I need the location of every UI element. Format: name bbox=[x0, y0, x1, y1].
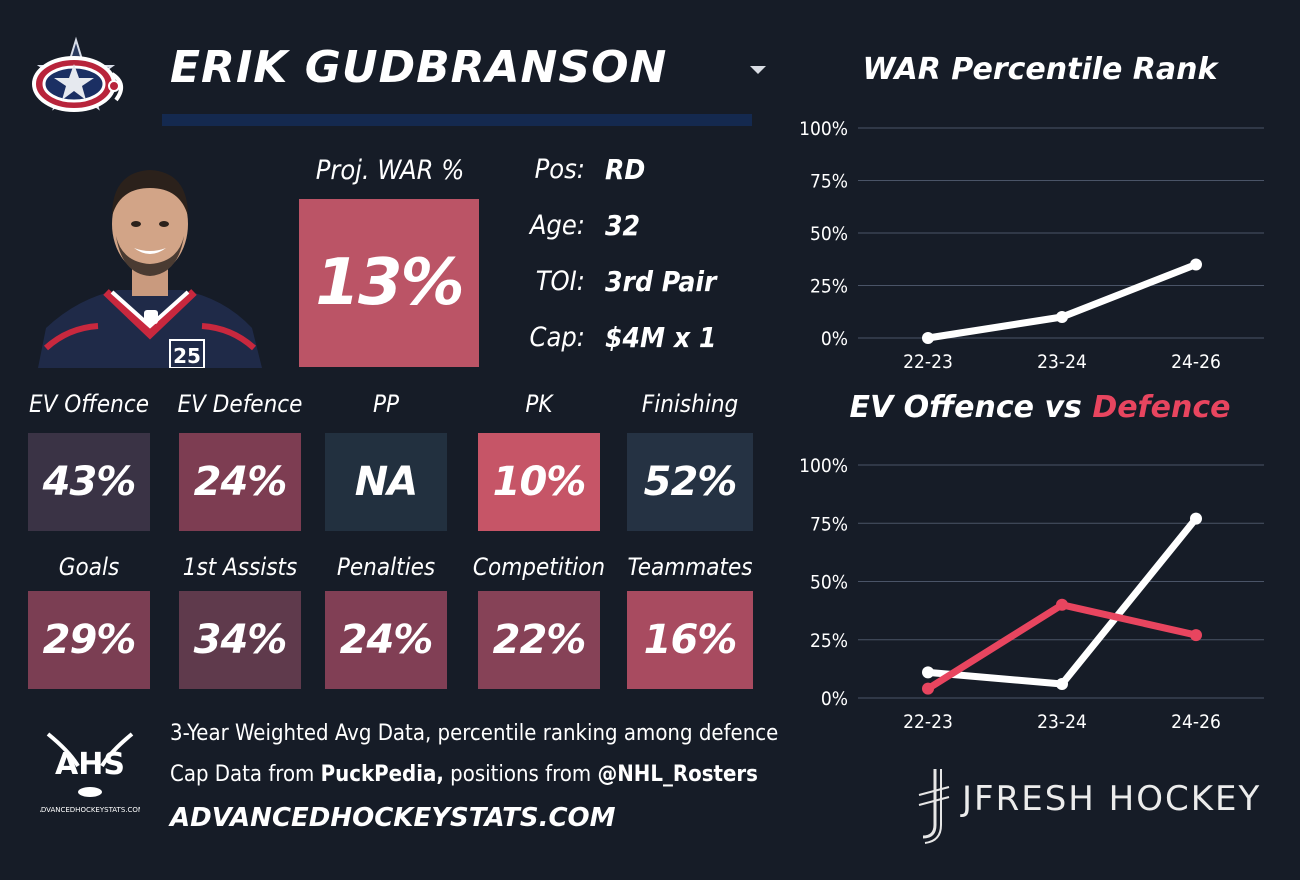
tile-label-ev-defence: EV Defence bbox=[177, 390, 303, 418]
proj-war-value: 13% bbox=[315, 246, 464, 320]
chart1-series-0-point bbox=[1190, 258, 1202, 271]
tile-pp: NA bbox=[325, 433, 447, 531]
chart2-xtick-label: 24-26 bbox=[1171, 711, 1221, 733]
chart2-ytick-label: 0% bbox=[821, 688, 848, 710]
bio-cap-value: $4M x 1 bbox=[605, 321, 717, 354]
bio-pos-label: Pos: bbox=[534, 154, 585, 185]
footer-note-weighting: 3-Year Weighted Avg Data, percentile ran… bbox=[170, 721, 779, 746]
chart2-series-0-point bbox=[922, 666, 934, 679]
chart1-ytick-label: 50% bbox=[810, 223, 848, 245]
tile-competition: 22% bbox=[478, 591, 600, 689]
chart2-series-1-point bbox=[922, 682, 934, 695]
tile-pk: 10% bbox=[478, 433, 600, 531]
ev-offence-defence-chart: 0% 25% 50% 75% 100% 22-23 23-24 24-26 bbox=[799, 455, 1264, 733]
tile-label-competition: Competition bbox=[472, 553, 606, 581]
chart2-xtick-label: 22-23 bbox=[903, 711, 953, 733]
chart1-series-0-line bbox=[924, 261, 1200, 342]
tile-label-pp: PP bbox=[372, 390, 400, 418]
tile-value-finishing: 52% bbox=[643, 459, 738, 505]
chart2-series-0-point bbox=[1190, 512, 1202, 525]
tile-label-penalties: Penalties bbox=[336, 553, 436, 581]
jfresh-hockey-brand: JFRESH HOCKEY bbox=[962, 779, 1262, 819]
tile-value-teammates: 16% bbox=[643, 617, 738, 663]
tile-label-pk: PK bbox=[525, 390, 553, 418]
chart1-ytick-label: 0% bbox=[821, 328, 848, 350]
nhl-rosters-link[interactable]: @NHL_Rosters bbox=[597, 762, 758, 787]
bio-toi-label: TOI: bbox=[535, 266, 585, 297]
footer-sources-middle: positions from bbox=[443, 762, 598, 787]
tile-ev-offence: 43% bbox=[28, 433, 150, 531]
player-photo: 25 bbox=[38, 170, 262, 368]
tile-label-1st-assists: 1st Assists bbox=[182, 553, 298, 581]
bio-cap-label: Cap: bbox=[529, 322, 585, 353]
chart2-ytick-label: 100% bbox=[799, 455, 848, 477]
tile-penalties: 24% bbox=[325, 591, 447, 689]
war-percentile-chart: 0% 25% 50% 75% 100% 22-23 23-24 24-26 bbox=[799, 118, 1264, 373]
tile-teammates: 16% bbox=[627, 591, 753, 689]
tile-1st-assists: 34% bbox=[179, 591, 301, 689]
chart2-ytick-label: 50% bbox=[810, 572, 848, 594]
chart2-title-defence: Defence bbox=[1092, 390, 1231, 425]
bio-pos-value: RD bbox=[605, 153, 646, 186]
tile-value-ev-offence: 43% bbox=[42, 459, 137, 505]
ahs-logo-icon: AHS ADVANCEDHOCKEYSTATS.COM bbox=[40, 732, 140, 814]
player-dropdown-chevron-down-icon[interactable] bbox=[750, 66, 766, 74]
chart1-xtick-label: 23-24 bbox=[1037, 351, 1087, 373]
chart1-ytick-label: 100% bbox=[799, 118, 848, 140]
chart1-series-0-point bbox=[1056, 311, 1068, 323]
tile-goals: 29% bbox=[28, 591, 150, 689]
proj-war-box: 13% bbox=[299, 199, 479, 367]
chart2-series-1-point bbox=[1190, 629, 1202, 642]
chart1-title: WAR Percentile Rank bbox=[862, 52, 1218, 87]
tile-value-ev-defence: 24% bbox=[193, 459, 288, 505]
footer-sources-prefix: Cap Data from bbox=[170, 762, 321, 787]
tile-label-finishing: Finishing bbox=[641, 390, 739, 418]
svg-text:25: 25 bbox=[173, 344, 201, 368]
tile-label-ev-offence: EV Offence bbox=[29, 390, 149, 418]
footer-note-sources: Cap Data from PuckPedia, positions from … bbox=[170, 762, 758, 787]
player-name: ERIK GUDBRANSON bbox=[170, 42, 668, 93]
tile-value-pk: 10% bbox=[492, 459, 587, 505]
ahs-logo-text: AHS bbox=[55, 747, 125, 782]
chart2-title-offence: EV Offence vs bbox=[849, 390, 1093, 425]
proj-war-label: Proj. WAR % bbox=[315, 155, 465, 186]
ahs-logo-subtext: ADVANCEDHOCKEYSTATS.COM bbox=[40, 806, 140, 814]
chart1-xtick-label: 24-26 bbox=[1171, 351, 1221, 373]
chart2-title: EV Offence vs Defence bbox=[830, 390, 1250, 425]
tile-value-competition: 22% bbox=[492, 617, 587, 663]
bio-age-label: Age: bbox=[529, 210, 585, 241]
chart1-ytick-label: 75% bbox=[810, 171, 848, 193]
chart2-ytick-label: 75% bbox=[810, 513, 848, 535]
chart2-series-0-point bbox=[1056, 678, 1068, 691]
chart2-series-1-point bbox=[1056, 598, 1068, 611]
bio-age-value: 32 bbox=[605, 209, 641, 242]
advancedhockeystats-link[interactable]: ADVANCEDHOCKEYSTATS.COM bbox=[170, 803, 616, 833]
chart1-ytick-label: 25% bbox=[810, 276, 848, 298]
bio-toi-value: 3rd Pair bbox=[605, 265, 717, 298]
chart2-ytick-label: 25% bbox=[810, 630, 848, 652]
tile-value-goals: 29% bbox=[42, 617, 137, 663]
tile-value-pp: NA bbox=[354, 459, 418, 505]
puckpedia-link[interactable]: PuckPedia, bbox=[320, 762, 444, 787]
tile-ev-defence: 24% bbox=[179, 433, 301, 531]
tile-label-teammates: Teammates bbox=[627, 553, 753, 581]
tile-value-1st-assists: 34% bbox=[193, 617, 288, 663]
tile-value-penalties: 24% bbox=[339, 617, 434, 663]
tile-label-goals: Goals bbox=[58, 553, 120, 581]
tile-finishing: 52% bbox=[627, 433, 753, 531]
chart2-xtick-label: 23-24 bbox=[1037, 711, 1087, 733]
team-logo-icon bbox=[32, 36, 124, 112]
chart1-series-0-point bbox=[922, 332, 934, 344]
chart1-xtick-label: 22-23 bbox=[903, 351, 953, 373]
name-underline bbox=[162, 114, 752, 126]
jfresh-logo-icon bbox=[918, 769, 950, 844]
